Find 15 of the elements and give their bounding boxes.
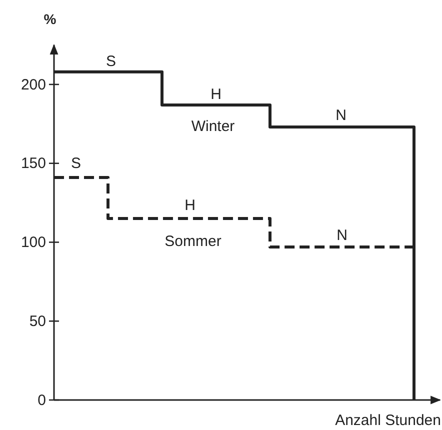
annotation: H	[184, 197, 196, 214]
annotation: N	[336, 227, 348, 244]
annotation: S	[106, 53, 116, 70]
annotation: H	[210, 86, 222, 103]
y-tick-label: 50	[29, 312, 46, 330]
y-tick-label: 100	[20, 234, 46, 252]
y-tick-label: 200	[20, 76, 46, 94]
series-label: Sommer	[164, 233, 222, 250]
y-axis-title: %	[44, 11, 57, 27]
annotation: N	[336, 107, 346, 124]
series-label: Winter	[191, 118, 235, 135]
y-tick-label: 0	[38, 392, 46, 409]
y-tick-label: 150	[20, 155, 46, 172]
x-axis-title: Anzahl Stunden	[335, 412, 441, 429]
annotation: S	[70, 155, 82, 172]
